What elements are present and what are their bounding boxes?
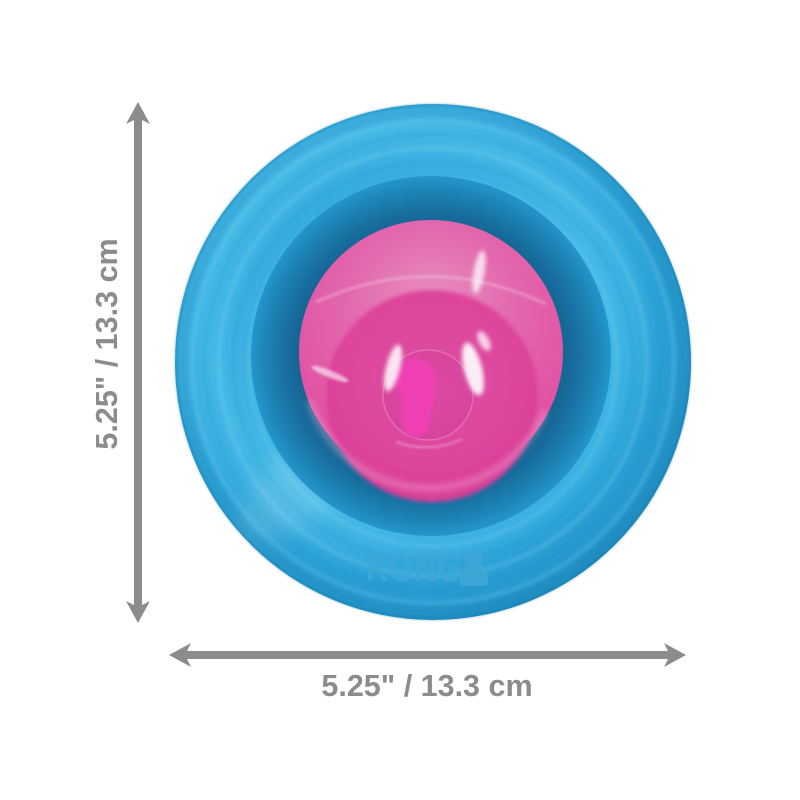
width-dimension-label: 5.25" / 13.3 cm — [321, 669, 532, 703]
kong-logo: KONG — [366, 544, 489, 590]
dome-highlights — [311, 250, 491, 449]
width-dimension: 5.25" / 13.3 cm — [169, 643, 686, 703]
dome-seam-line — [315, 275, 547, 306]
treat-hole — [394, 358, 436, 438]
height-dimension-label: 5.25" / 13.3 cm — [90, 238, 124, 449]
height-arrowhead-top — [126, 102, 150, 124]
height-arrowhead-bottom — [126, 601, 150, 623]
width-arrowhead-right — [664, 643, 686, 667]
dome-bottom-rim-light — [306, 399, 548, 491]
toy-photo: KONG — [175, 104, 691, 620]
kong-logo-text: KONG — [366, 544, 463, 590]
kong-toy-icon — [459, 549, 489, 586]
width-arrowhead-left — [169, 643, 191, 667]
disc-ripple-rings — [175, 104, 691, 620]
height-dimension: 5.25" / 13.3 cm — [90, 102, 150, 623]
